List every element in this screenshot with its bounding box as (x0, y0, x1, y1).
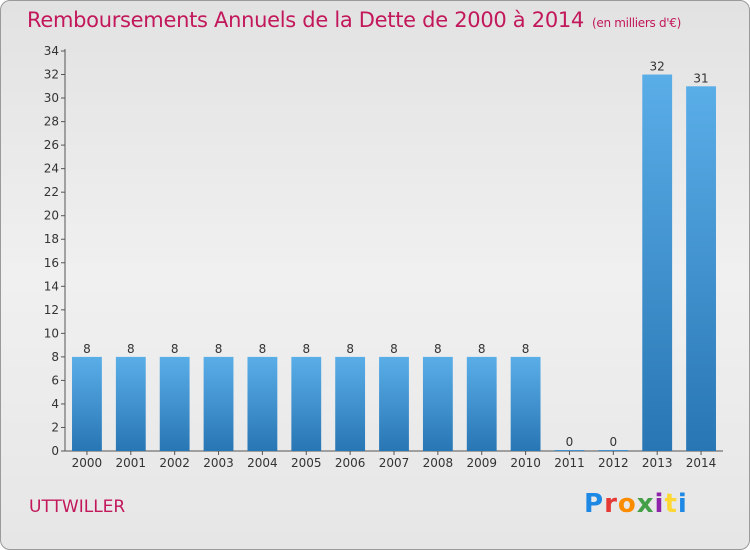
data-label: 8 (127, 342, 135, 356)
x-tick-label: 2002 (159, 456, 190, 470)
x-tick-label: 2000 (72, 456, 103, 470)
x-tick-label: 2007 (379, 456, 410, 470)
x-tick-label: 2003 (203, 456, 234, 470)
data-label: 0 (566, 435, 574, 449)
y-tick-label: 8 (51, 350, 59, 364)
data-label: 8 (434, 342, 442, 356)
y-tick-label: 2 (51, 420, 59, 434)
x-tick-label: 2009 (466, 456, 497, 470)
data-label: 8 (302, 342, 310, 356)
chart-title: Remboursements Annuels de la Dette de 20… (27, 8, 682, 32)
bar-2009 (466, 356, 497, 451)
bar-2013 (642, 74, 673, 451)
y-tick-label: 4 (51, 397, 59, 411)
x-tick-label: 2013 (642, 456, 673, 470)
data-label: 31 (693, 71, 708, 85)
y-tick-label: 32 (44, 68, 59, 82)
data-label: 8 (346, 342, 354, 356)
y-tick-label: 10 (44, 326, 59, 340)
y-tick-label: 20 (44, 209, 59, 223)
commune-name: UTTWILLER (29, 497, 126, 517)
y-tick-label: 22 (44, 185, 59, 199)
data-label: 8 (478, 342, 486, 356)
data-label: 0 (610, 435, 618, 449)
bar-2006 (335, 356, 366, 451)
proxiti-logo: Proxiti (584, 489, 688, 519)
bar-2011 (554, 450, 585, 451)
bar-2001 (115, 356, 146, 451)
x-tick-label: 2010 (510, 456, 541, 470)
bar-2003 (203, 356, 234, 451)
y-tick-label: 18 (44, 232, 59, 246)
data-label: 32 (650, 60, 665, 74)
data-label: 8 (171, 342, 179, 356)
y-tick-label: 34 (44, 44, 59, 58)
x-tick-label: 2008 (423, 456, 454, 470)
x-tick-label: 2011 (554, 456, 585, 470)
y-tick-label: 26 (44, 138, 59, 152)
x-tick-label: 2004 (247, 456, 278, 470)
bar-2007 (379, 356, 409, 451)
y-tick-label: 0 (51, 444, 59, 458)
bar-2010 (510, 356, 541, 451)
bar-2004 (247, 356, 278, 451)
y-tick-label: 14 (44, 279, 59, 293)
data-label: 8 (215, 342, 223, 356)
data-label: 8 (522, 342, 530, 356)
bar-2014 (686, 86, 716, 451)
y-tick-label: 6 (51, 373, 59, 387)
x-tick-label: 2012 (598, 456, 629, 470)
y-tick-label: 16 (44, 256, 59, 270)
chart-subtitle: (en milliers d'€) (592, 16, 682, 30)
bar-2008 (422, 356, 453, 451)
y-tick-label: 12 (44, 303, 59, 317)
x-tick-label: 2001 (116, 456, 147, 470)
data-label: 8 (259, 342, 267, 356)
data-label: 8 (83, 342, 91, 356)
bar-2002 (159, 356, 190, 451)
bar-2005 (291, 356, 322, 451)
y-tick-label: 24 (44, 162, 59, 176)
bar-2000 (72, 356, 102, 451)
x-tick-label: 2005 (291, 456, 322, 470)
bar-2012 (598, 450, 629, 451)
y-tick-label: 28 (44, 115, 59, 129)
x-tick-label: 2014 (686, 456, 717, 470)
data-label: 8 (390, 342, 398, 356)
x-tick-label: 2006 (335, 456, 366, 470)
y-tick-label: 30 (44, 91, 59, 105)
